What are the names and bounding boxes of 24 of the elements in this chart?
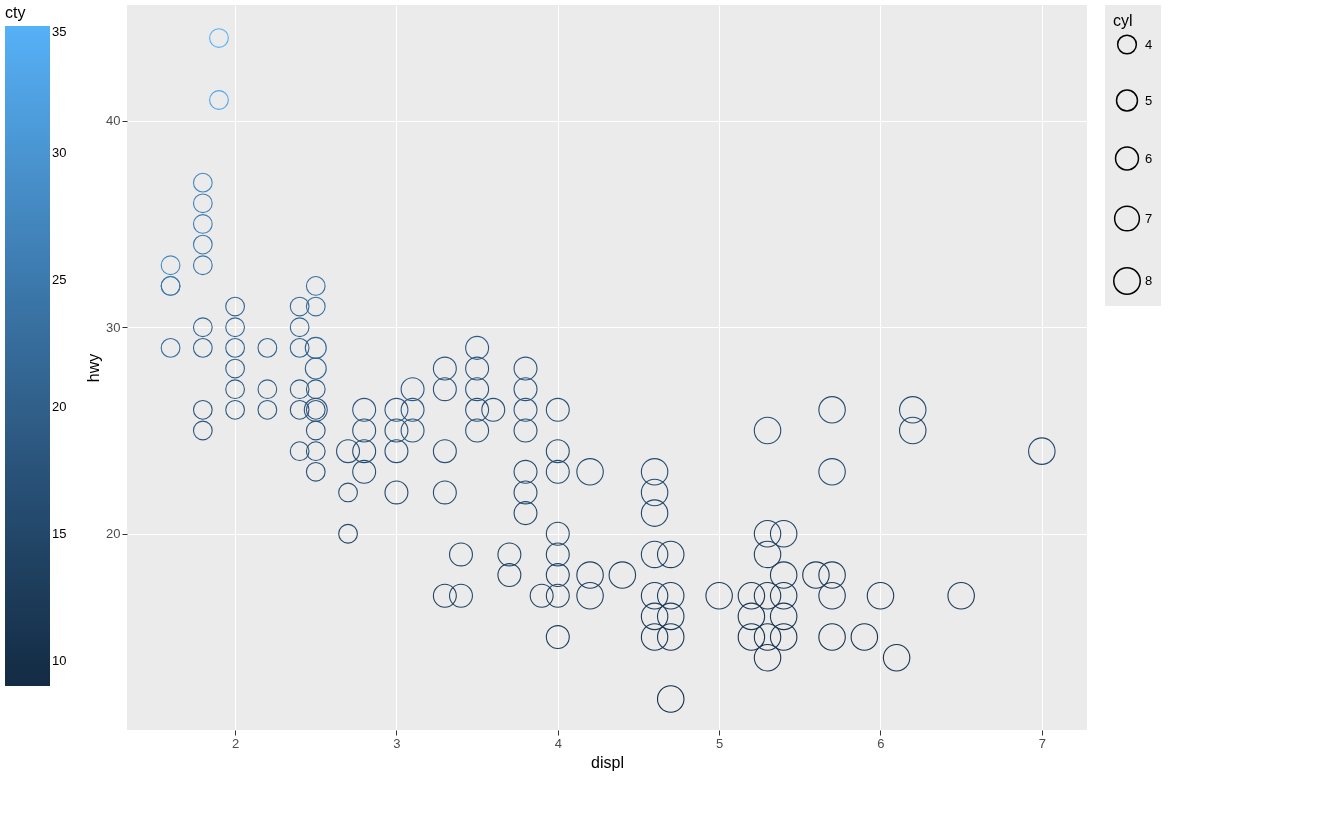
legend-label: 8 bbox=[1145, 273, 1153, 288]
color-bar-label: 30 bbox=[52, 144, 67, 160]
x-tick-label: 6 bbox=[877, 735, 885, 751]
x-tick-label: 5 bbox=[716, 735, 724, 751]
legend-label: 5 bbox=[1145, 92, 1153, 108]
x-tick-label: 3 bbox=[393, 735, 401, 751]
legend-label: 7 bbox=[1145, 210, 1153, 226]
color-bar-label: 20 bbox=[52, 398, 67, 414]
y-tick-label: 30 bbox=[106, 319, 121, 335]
legend-label: 6 bbox=[1145, 150, 1153, 166]
x-tick-label: 7 bbox=[1038, 735, 1046, 751]
x-tick-label: 4 bbox=[554, 735, 562, 751]
x-tick-label: 2 bbox=[231, 735, 240, 751]
color-bar-label: 35 bbox=[52, 24, 67, 39]
color-bar-label: 10 bbox=[52, 652, 67, 668]
legend-label: 4 bbox=[1145, 36, 1153, 52]
legend-title: cyl bbox=[1113, 12, 1133, 29]
y-axis-title: hwy bbox=[85, 353, 103, 383]
y-tick-label: 20 bbox=[106, 526, 121, 542]
x-axis-title: displ bbox=[591, 753, 624, 771]
color-bar-label: 25 bbox=[52, 271, 67, 287]
color-bar-title: cty bbox=[5, 4, 26, 21]
y-tick-label: 40 bbox=[106, 113, 121, 129]
color-bar-label: 15 bbox=[52, 525, 67, 541]
